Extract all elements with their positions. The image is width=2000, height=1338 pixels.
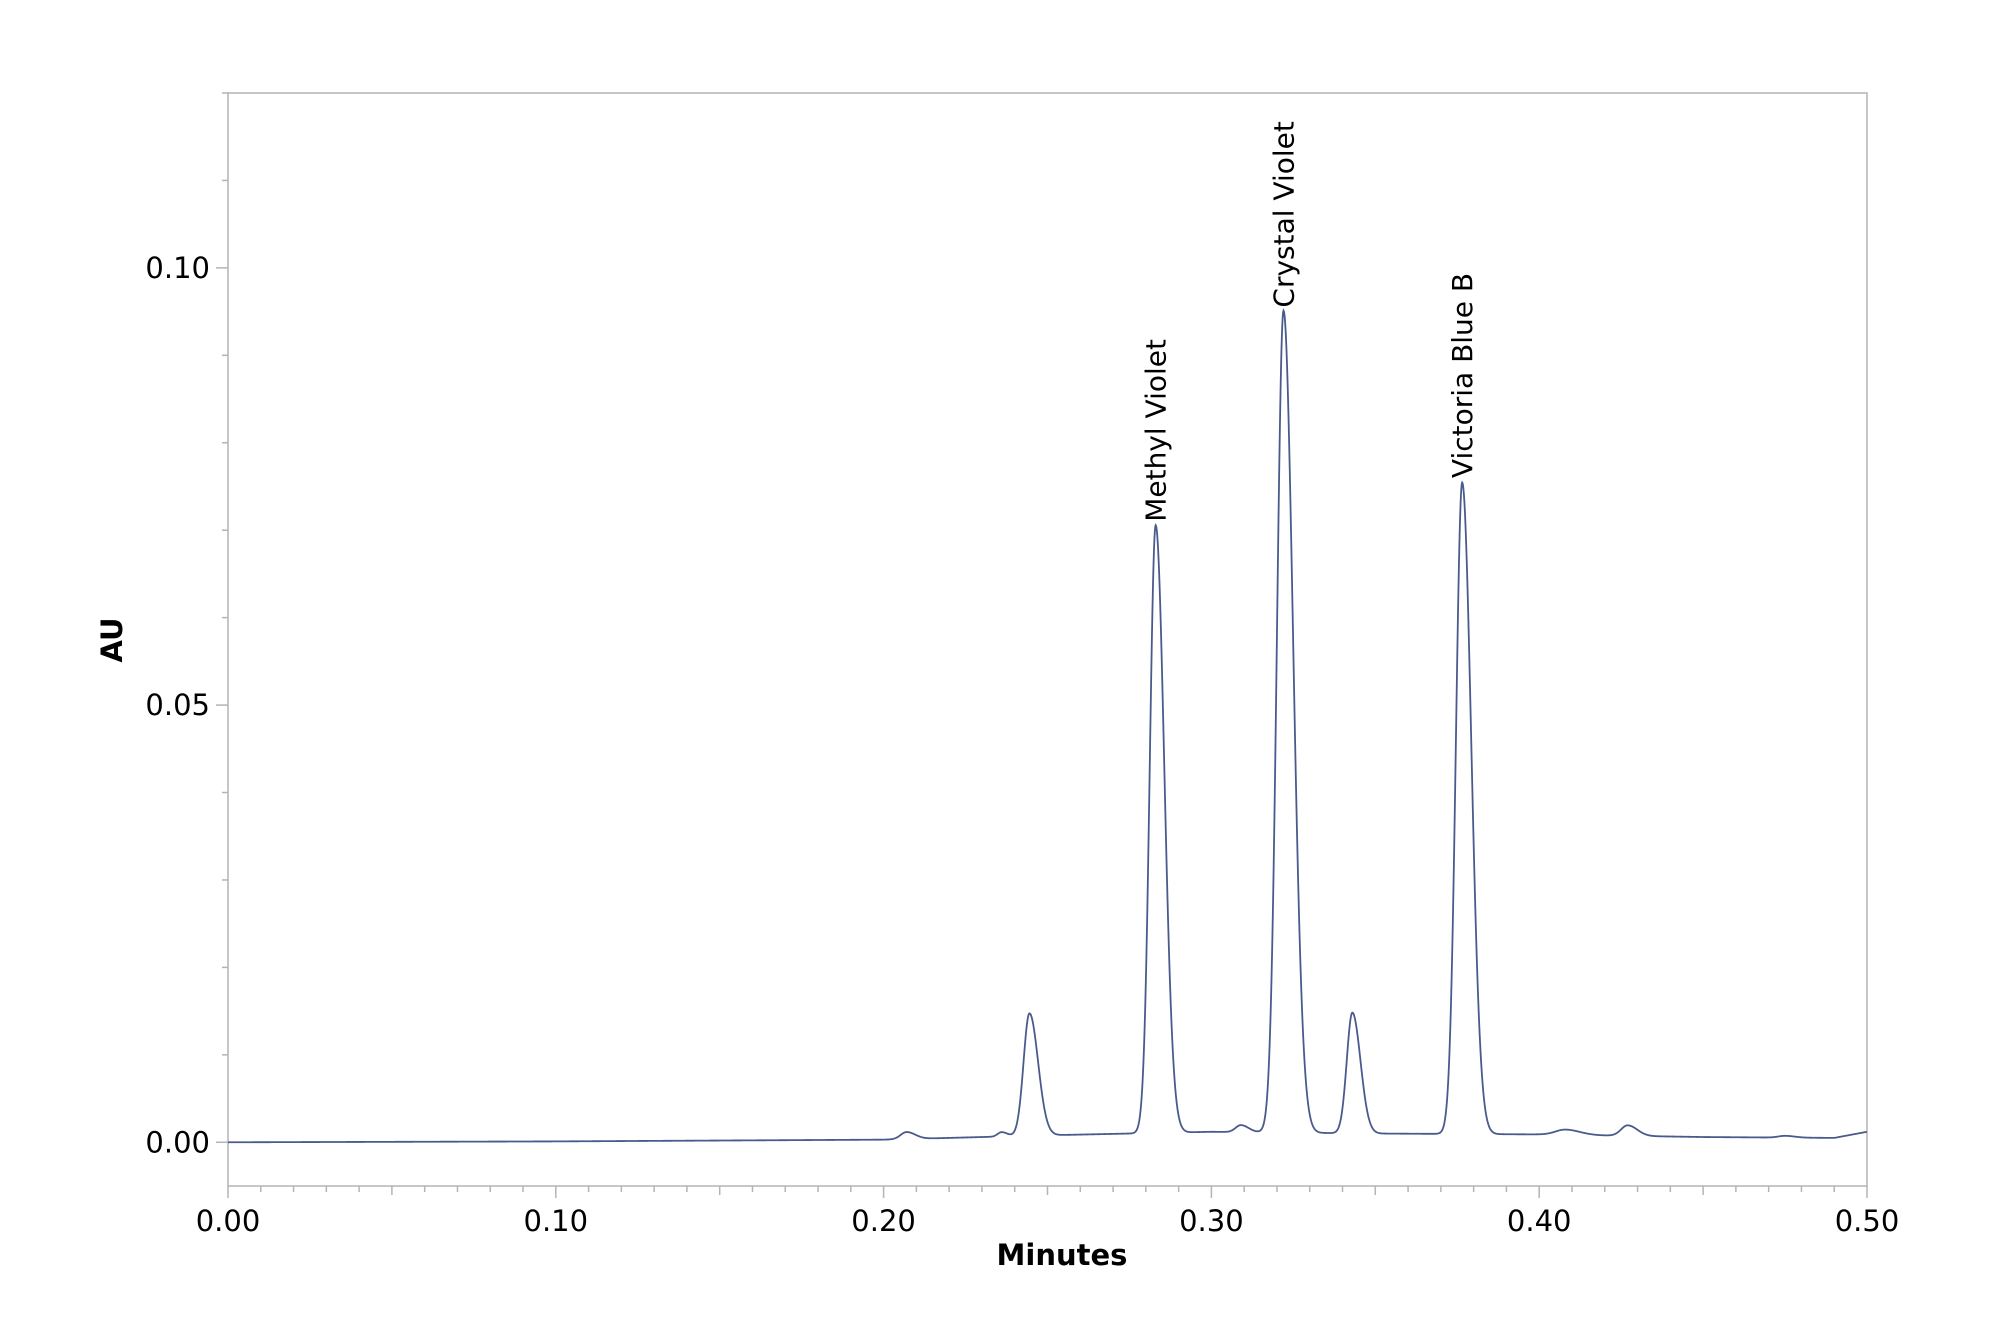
peak-label: Victoria Blue B bbox=[1446, 273, 1479, 478]
x-tick-label: 0.40 bbox=[1507, 1204, 1572, 1238]
y-tick-label: 0.00 bbox=[145, 1125, 210, 1159]
x-axis-title: Minutes bbox=[997, 1238, 1128, 1272]
x-axis-ticks: 0.00 0.10 0.20 0.30 0.40 0.50 bbox=[196, 1186, 1900, 1238]
peak-label: Crystal Violet bbox=[1268, 121, 1301, 307]
x-tick-label: 0.50 bbox=[1835, 1204, 1900, 1238]
peak-annotations: Methyl Violet Crystal Violet Victoria Blue… bbox=[1140, 121, 1480, 522]
y-tick-label: 0.05 bbox=[145, 688, 210, 722]
y-axis-ticks: 0.00 0.05 0.10 bbox=[145, 92, 228, 1159]
peak-label: Methyl Violet bbox=[1140, 339, 1173, 522]
y-axis-title: AU bbox=[95, 617, 129, 662]
x-tick-label: 0.10 bbox=[524, 1204, 589, 1238]
x-tick-label: 0.20 bbox=[851, 1204, 916, 1238]
plot-frame bbox=[227, 92, 1868, 1187]
x-tick-label: 0.30 bbox=[1179, 1204, 1244, 1238]
chromatogram-trace bbox=[228, 308, 1868, 1144]
x-tick-label: 0.00 bbox=[196, 1204, 261, 1238]
y-tick-label: 0.10 bbox=[145, 251, 210, 285]
